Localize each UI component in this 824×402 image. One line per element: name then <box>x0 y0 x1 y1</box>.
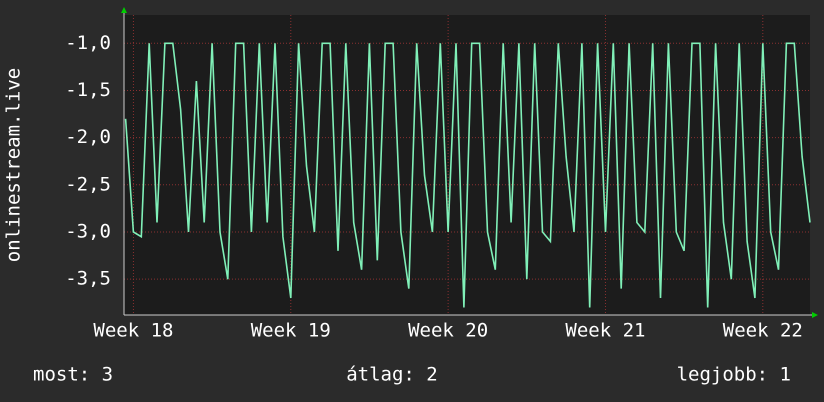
y-tick-label: -1,0 <box>65 32 111 54</box>
x-tick-label: Week 21 <box>565 320 645 342</box>
stat: átlag: 2 <box>346 364 438 386</box>
y-tick-label: -3,0 <box>65 220 111 242</box>
y-tick-label: -1,5 <box>65 79 111 101</box>
stat: most: 3 <box>33 364 113 386</box>
x-tick-label: Week 18 <box>93 320 173 342</box>
plot-area <box>124 15 810 315</box>
y-tick-label: -3,5 <box>65 268 111 290</box>
x-tick-label: Week 22 <box>723 320 803 342</box>
y-tick-label: -2,0 <box>65 126 111 148</box>
stat: legjobb: 1 <box>677 364 791 386</box>
y-tick-label: -2,5 <box>65 173 111 195</box>
y-axis-label: onlinestream.live <box>3 68 25 262</box>
y-arrow <box>121 7 127 13</box>
x-tick-label: Week 19 <box>251 320 331 342</box>
line-series <box>124 42 811 308</box>
x-arrow <box>812 312 818 318</box>
x-tick-label: Week 20 <box>408 320 488 342</box>
